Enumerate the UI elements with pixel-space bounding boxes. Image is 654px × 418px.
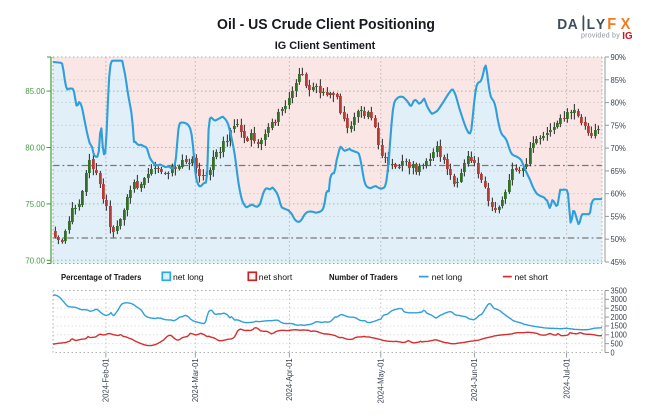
svg-text:70%: 70% [611, 144, 626, 154]
svg-text:45%: 45% [611, 258, 626, 268]
svg-text:65%: 65% [611, 166, 626, 176]
svg-text:2000: 2000 [611, 313, 628, 322]
svg-text:80.00: 80.00 [25, 143, 45, 152]
svg-text:2024-Apr-01: 2024-Apr-01 [285, 358, 295, 401]
svg-text:provided by: provided by [581, 33, 620, 40]
svg-text:75.00: 75.00 [25, 200, 45, 209]
svg-text:D: D [557, 16, 567, 33]
svg-text:80%: 80% [611, 98, 626, 108]
svg-text:85.00: 85.00 [25, 87, 45, 96]
svg-text:0: 0 [611, 348, 616, 357]
svg-text:Y: Y [596, 16, 606, 33]
svg-text:90%: 90% [611, 53, 626, 63]
svg-text:75%: 75% [611, 121, 626, 131]
svg-text:55%: 55% [611, 212, 626, 222]
svg-text:50%: 50% [611, 235, 626, 245]
svg-text:85%: 85% [611, 75, 626, 85]
svg-text:2500: 2500 [611, 304, 628, 313]
svg-text:500: 500 [611, 339, 624, 348]
svg-text:X: X [621, 15, 631, 32]
svg-text:1000: 1000 [611, 330, 628, 339]
svg-text:2024-Feb-01: 2024-Feb-01 [101, 358, 111, 402]
svg-text:3000: 3000 [611, 295, 628, 304]
svg-text:60%: 60% [611, 189, 626, 199]
svg-text:2024-May-01: 2024-May-01 [376, 358, 386, 403]
svg-text:A: A [568, 16, 579, 33]
svg-text:2024-Jul-01: 2024-Jul-01 [562, 358, 572, 399]
svg-text:3500: 3500 [611, 286, 628, 295]
svg-text:F: F [607, 15, 616, 32]
svg-text:IG: IG [622, 31, 633, 42]
svg-text:70.00: 70.00 [25, 256, 45, 265]
svg-text:2024-Jun-01: 2024-Jun-01 [470, 358, 480, 401]
svg-text:2024-Mar-01: 2024-Mar-01 [191, 358, 201, 402]
svg-text:L: L [587, 16, 596, 33]
svg-text:1500: 1500 [611, 321, 628, 330]
